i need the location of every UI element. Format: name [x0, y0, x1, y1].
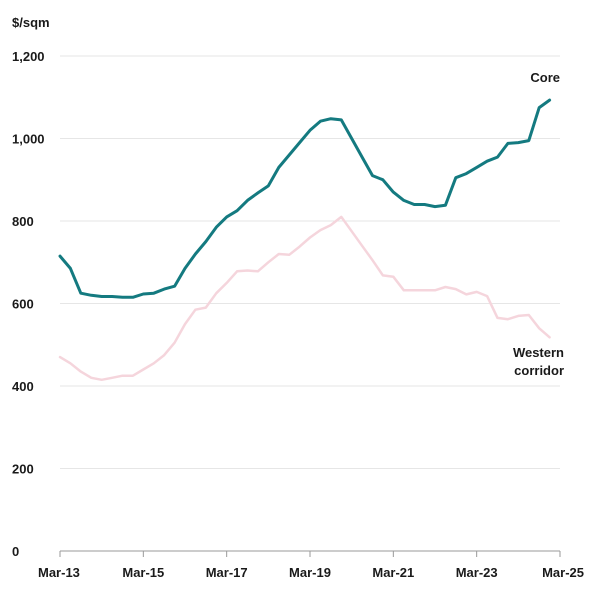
- y-axis-unit-label: $/sqm: [12, 15, 50, 30]
- series-line-western-corridor: [58, 215, 551, 382]
- y-tick-label: 400: [12, 379, 34, 394]
- y-tick-label: 1,200: [12, 49, 45, 64]
- series-lines: [58, 98, 552, 382]
- y-tick-label: 600: [12, 297, 34, 312]
- x-tick-label: Mar-23: [456, 565, 498, 580]
- x-tick-label: Mar-17: [206, 565, 248, 580]
- series-line-core: [58, 98, 552, 299]
- series-label-western-corridor: Western corridor: [513, 345, 564, 378]
- x-tick-label: Mar-15: [122, 565, 164, 580]
- x-tick-label: Mar-19: [289, 565, 331, 580]
- x-axis: Mar-13 Mar-15 Mar-17 Mar-19 Mar-21 Mar-23 Mar-…: [38, 550, 584, 580]
- series-labels: Core Western corridor: [513, 70, 564, 378]
- gridlines: [60, 55, 560, 469]
- y-tick-label: 800: [12, 214, 34, 229]
- y-tick-label: 0: [12, 544, 19, 559]
- series-label-core: Core: [530, 70, 560, 85]
- y-tick-label: 1,000: [12, 132, 45, 147]
- y-axis-ticks: 0 200 400 600 800 1,000 1,200: [12, 49, 45, 559]
- y-tick-label: 200: [12, 462, 34, 477]
- x-tick-label: Mar-21: [372, 565, 414, 580]
- x-tick-label: Mar-25: [542, 565, 584, 580]
- x-tick-label: Mar-13: [38, 565, 80, 580]
